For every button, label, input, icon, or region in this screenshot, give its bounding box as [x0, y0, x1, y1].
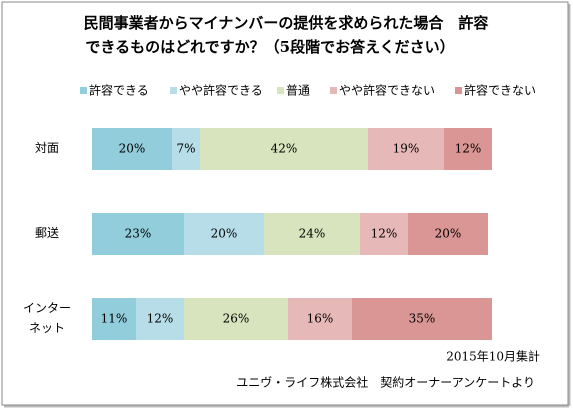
legend-label: やや許容できない: [339, 83, 435, 98]
category-label: 郵送: [34, 226, 59, 240]
bar-segment: [200, 128, 368, 170]
value-label: 24%: [299, 227, 326, 241]
bar-segment: [172, 128, 200, 170]
value-label: 7%: [176, 142, 195, 156]
legend-swatch: [455, 87, 462, 94]
value-label: 12%: [147, 312, 174, 326]
category-label: 対面: [34, 141, 59, 155]
legend-swatch: [80, 87, 87, 94]
bar-segment: [184, 213, 264, 255]
value-label: 42%: [271, 142, 298, 156]
legend-label: 許容できない: [464, 83, 536, 98]
bar-segment: [444, 128, 492, 170]
legend-label: 許容できる: [89, 83, 149, 98]
bar-segment: [288, 298, 352, 340]
value-label: 11%: [101, 312, 128, 326]
category-label: インター ネット: [22, 301, 71, 335]
value-label: 16%: [307, 312, 334, 326]
bar-segment: [92, 298, 136, 340]
chart-title: できるものはどれですか？（5段階でお答えください）: [85, 38, 454, 56]
value-label: 23%: [125, 227, 152, 241]
value-label: 12%: [371, 227, 398, 241]
bar-segment: [352, 298, 492, 340]
frame: [1, 1, 569, 406]
bar-segment: [184, 298, 288, 340]
bar-segment: [92, 128, 172, 170]
legend-swatch: [277, 87, 284, 94]
bar-segment: [264, 213, 360, 255]
value-label: 20%: [435, 227, 462, 241]
value-label: 19%: [393, 142, 420, 156]
bar-segment: [136, 298, 184, 340]
note: ユニヴ・ライフ株式会社 契約オーナーアンケートより: [236, 375, 535, 390]
value-label: 12%: [455, 142, 482, 156]
value-label: 20%: [119, 142, 146, 156]
bar-segment: [368, 128, 444, 170]
value-label: 35%: [409, 312, 436, 326]
legend-swatch: [170, 87, 177, 94]
value-label: 20%: [211, 227, 238, 241]
bar-segment: [408, 213, 488, 255]
legend-label: 普通: [286, 84, 310, 98]
bar-segment: [360, 213, 408, 255]
legend-swatch: [330, 87, 337, 94]
value-label: 26%: [223, 312, 250, 326]
note: 2015年10月集計: [446, 349, 540, 364]
bar-segment: [92, 213, 184, 255]
legend-label: やや許容できる: [179, 83, 263, 98]
chart-title: 民間事業者からマイナンバーの提供を求められた場合 許容: [84, 14, 489, 32]
